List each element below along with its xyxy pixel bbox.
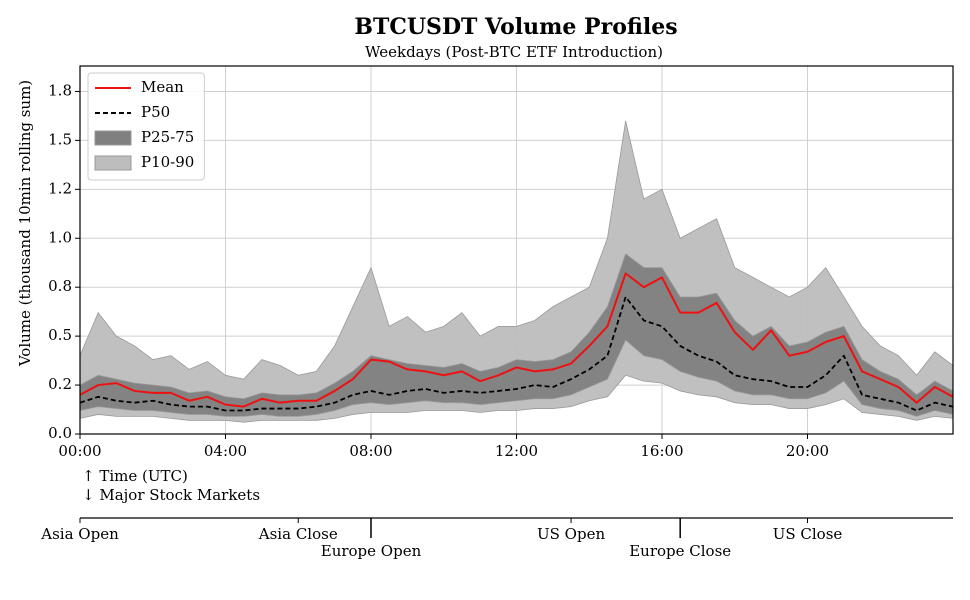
legend-label: Mean <box>141 78 184 96</box>
legend-box <box>87 72 205 181</box>
legend-swatch <box>94 155 132 171</box>
x-axis-label: ↓ Major Stock Markets <box>82 486 260 504</box>
y-tick-label: 1.0 <box>48 228 72 246</box>
x-tick-label: 20:00 <box>786 442 829 460</box>
x-tick-label: 00:00 <box>58 442 101 460</box>
legend-swatch <box>94 130 132 146</box>
y-axis-label: Volume (thousand 10min rolling sum) <box>16 80 34 367</box>
y-tick-label: 1.5 <box>48 130 72 148</box>
y-tick-label: 0.2 <box>48 375 72 393</box>
market-tick-label: US Open <box>537 525 605 543</box>
market-tick-label: US Close <box>773 525 843 543</box>
y-tick-label: 1.8 <box>48 81 72 99</box>
market-tick-label: Europe Close <box>629 542 731 560</box>
legend-label: P50 <box>141 103 170 121</box>
y-tick-label: 0.5 <box>48 326 72 344</box>
market-tick-label: Asia Close <box>258 525 338 543</box>
chart-subtitle: Weekdays (Post-BTC ETF Introduction) <box>365 43 663 61</box>
legend-label: P25-75 <box>141 128 194 146</box>
legend-label: P10-90 <box>141 153 194 171</box>
x-tick-label: 04:00 <box>204 442 247 460</box>
y-tick-label: 0.0 <box>48 424 72 442</box>
chart-title: BTCUSDT Volume Profiles <box>354 14 677 40</box>
series-line <box>79 296 954 412</box>
market-tick-label: Asia Open <box>40 525 119 543</box>
legend: Mean P50 P25-75 P10-90 <box>87 72 205 181</box>
y-tick-label: 1.2 <box>48 179 72 197</box>
x-tick-label: 08:00 <box>349 442 392 460</box>
series-line <box>79 272 954 408</box>
y-tick-label: 0.8 <box>48 277 72 295</box>
x-axis-label: ↑ Time (UTC) <box>82 467 188 485</box>
x-tick-label: 12:00 <box>495 442 538 460</box>
market-tick-label: Europe Open <box>321 542 422 560</box>
x-tick-label: 16:00 <box>640 442 683 460</box>
